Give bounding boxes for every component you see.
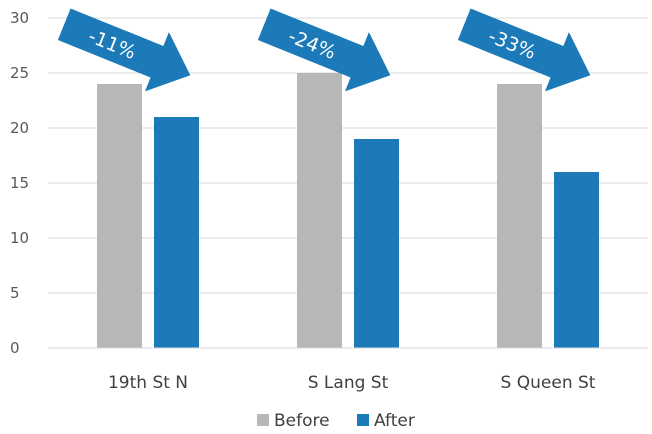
y-tick-label: 30 [10, 9, 29, 27]
bar-before-1 [97, 84, 142, 348]
y-tick-label: 20 [10, 119, 29, 137]
arrow-shape [57, 8, 191, 92]
y-tick-label: 0 [10, 339, 20, 357]
bar-after-3 [554, 172, 599, 348]
legend-label-after: After [374, 411, 415, 431]
legend-swatch-after [357, 414, 369, 426]
y-tick-label: 15 [10, 174, 29, 192]
legend-swatch-before [257, 414, 269, 426]
legend: Before After [257, 411, 415, 431]
arrow-shape [257, 8, 391, 92]
bar-after-1 [154, 117, 199, 348]
arrow-shape [457, 8, 591, 92]
x-category-label: S Queen St [501, 373, 596, 393]
legend-label-before: Before [274, 411, 330, 431]
bars [97, 73, 599, 348]
y-tick-label: 5 [10, 284, 20, 302]
y-axis-tick-labels: 0 5 10 15 20 25 30 [10, 9, 29, 357]
y-tick-label: 10 [10, 229, 29, 247]
bar-after-2 [354, 139, 399, 348]
x-axis-category-labels: 19th St N S Lang St S Queen St [108, 373, 596, 393]
x-category-label: S Lang St [308, 373, 389, 393]
bar-before-2 [297, 73, 342, 348]
x-category-label: 19th St N [108, 373, 188, 393]
bar-before-3 [497, 84, 542, 348]
y-tick-label: 25 [10, 64, 29, 82]
